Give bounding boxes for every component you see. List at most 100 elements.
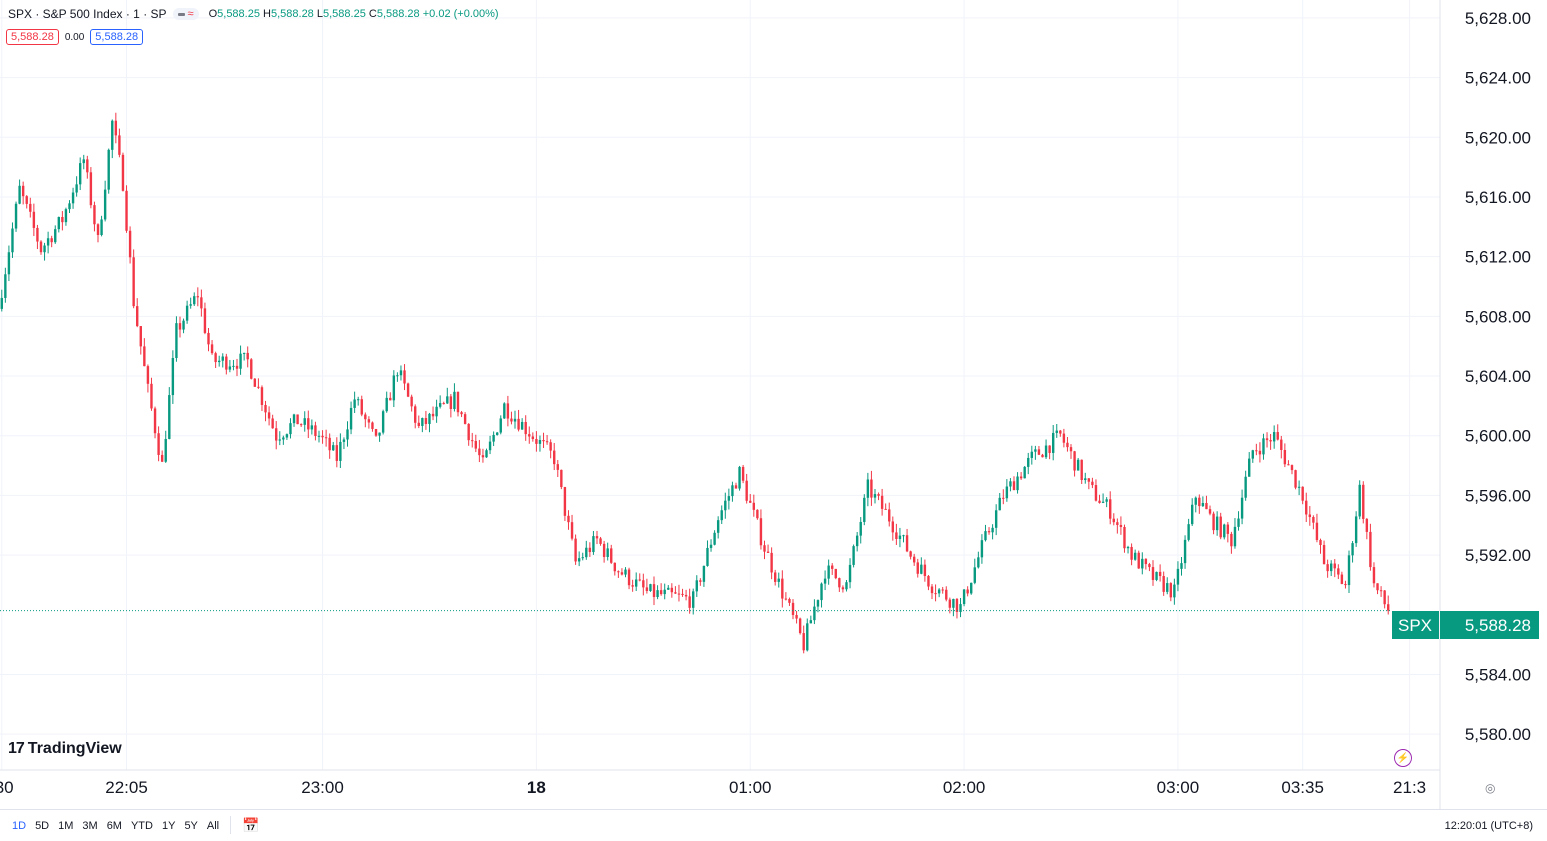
- candle-body: [36, 227, 39, 242]
- time-tick-label: 02:00: [943, 778, 986, 797]
- candle-body: [321, 435, 324, 438]
- range-button-3m[interactable]: 3M: [82, 820, 98, 832]
- candle-body: [581, 557, 584, 559]
- candle-body: [488, 441, 492, 451]
- candle-body: [492, 434, 495, 442]
- range-button-1m[interactable]: 1M: [58, 820, 74, 832]
- candle-body: [1002, 497, 1005, 499]
- candle-body: [225, 356, 228, 370]
- candle-body: [1180, 563, 1183, 569]
- change-value: +0.02 (+0.00%): [422, 8, 499, 20]
- candle-body: [1233, 526, 1237, 547]
- candle-body: [29, 203, 32, 212]
- candle-body: [549, 442, 552, 451]
- clock[interactable]: 12:20:01 (UTC+8): [1444, 820, 1533, 832]
- candle-body: [677, 593, 681, 595]
- price-tick-label: 5,612.00: [1465, 248, 1531, 267]
- candle-body: [720, 510, 723, 521]
- candle-body: [474, 440, 478, 449]
- candle-body: [1322, 545, 1326, 565]
- candle-body: [638, 579, 641, 581]
- candle-body: [905, 535, 909, 552]
- candle-body: [1116, 522, 1119, 525]
- candle-body: [1051, 432, 1055, 453]
- price-tick-label: 5,580.00: [1465, 725, 1531, 744]
- range-button-1d[interactable]: 1D: [12, 820, 27, 832]
- candle-body: [1162, 576, 1165, 592]
- price-tick-label: 5,592.00: [1465, 546, 1531, 565]
- ask-price[interactable]: 5,588.28: [90, 29, 144, 45]
- candle-body: [193, 296, 196, 305]
- candle-body: [1076, 459, 1080, 471]
- candle-body: [556, 464, 559, 470]
- range-button-ytd[interactable]: YTD: [130, 820, 153, 832]
- bid-price[interactable]: 5,588.28: [6, 29, 59, 45]
- candle-body: [553, 450, 556, 465]
- candle-body: [962, 589, 966, 605]
- candle-body: [859, 521, 862, 536]
- candle-body: [1294, 470, 1297, 488]
- candle-body: [171, 357, 175, 396]
- candle-body: [1073, 451, 1076, 471]
- range-button-6m[interactable]: 6M: [106, 820, 122, 832]
- candle-body: [314, 425, 317, 436]
- candle-body: [1312, 517, 1315, 523]
- range-button-5d[interactable]: 5D: [35, 820, 50, 832]
- range-button-1y[interactable]: 1Y: [161, 820, 176, 832]
- legend-toggle[interactable]: ≈: [172, 8, 199, 20]
- candle-body: [217, 360, 221, 363]
- candle-body: [346, 429, 349, 440]
- candle-body: [945, 589, 948, 600]
- candle-body: [848, 564, 852, 583]
- candle-body: [339, 441, 342, 461]
- range-button-5y[interactable]: 5Y: [184, 820, 198, 832]
- candle-body: [880, 495, 884, 509]
- candle-body: [32, 211, 36, 228]
- candle-body: [709, 544, 713, 548]
- calendar-icon[interactable]: 📅: [242, 817, 260, 833]
- candle-body: [7, 252, 11, 275]
- candle-body: [278, 439, 281, 441]
- candle-body: [731, 485, 734, 497]
- candle-body: [463, 414, 467, 424]
- candle-body: [503, 403, 506, 419]
- candle-body: [763, 545, 766, 552]
- candle-body: [506, 403, 510, 419]
- candle-body: [777, 578, 780, 582]
- candle-body: [446, 396, 449, 404]
- candle-body: [478, 448, 481, 456]
- candle-body: [103, 189, 107, 220]
- tradingview-logo[interactable]: 17 TradingView: [8, 740, 122, 758]
- candle-body: [1308, 514, 1312, 518]
- symbol-title[interactable]: SPX · S&P 500 Index · 1 · SP: [8, 7, 167, 21]
- candle-body: [495, 432, 499, 435]
- legend-header: SPX · S&P 500 Index · 1 · SP ≈ O5,588.25…: [8, 7, 499, 21]
- candle-body: [1084, 478, 1087, 480]
- candle-body: [1283, 450, 1287, 465]
- bolt-icon[interactable]: ⚡: [1394, 749, 1412, 767]
- candle-body: [706, 547, 709, 566]
- price-tag-value-box: [1440, 611, 1539, 639]
- candle-body: [1329, 563, 1333, 572]
- candle-body: [1019, 476, 1023, 479]
- candle-body: [481, 455, 485, 458]
- toolbar-divider: [230, 816, 231, 834]
- candle-body: [1187, 524, 1190, 540]
- gear-icon[interactable]: ◎: [1485, 781, 1496, 795]
- candle-body: [64, 209, 68, 223]
- price-tick-label: 5,608.00: [1465, 307, 1531, 326]
- candle-body: [741, 466, 745, 481]
- candle-body: [649, 584, 652, 591]
- candle-body: [998, 497, 1001, 511]
- candle-body: [567, 515, 570, 523]
- candle-body: [1080, 459, 1083, 480]
- candle-body: [927, 576, 930, 587]
- candle-body: [930, 586, 934, 594]
- price-tag-symbol: SPX: [1398, 616, 1432, 635]
- candle-body: [1383, 590, 1386, 605]
- range-button-all[interactable]: All: [206, 820, 220, 832]
- candle-body: [467, 423, 470, 441]
- candle-body: [920, 564, 923, 574]
- candle-body: [1030, 451, 1034, 458]
